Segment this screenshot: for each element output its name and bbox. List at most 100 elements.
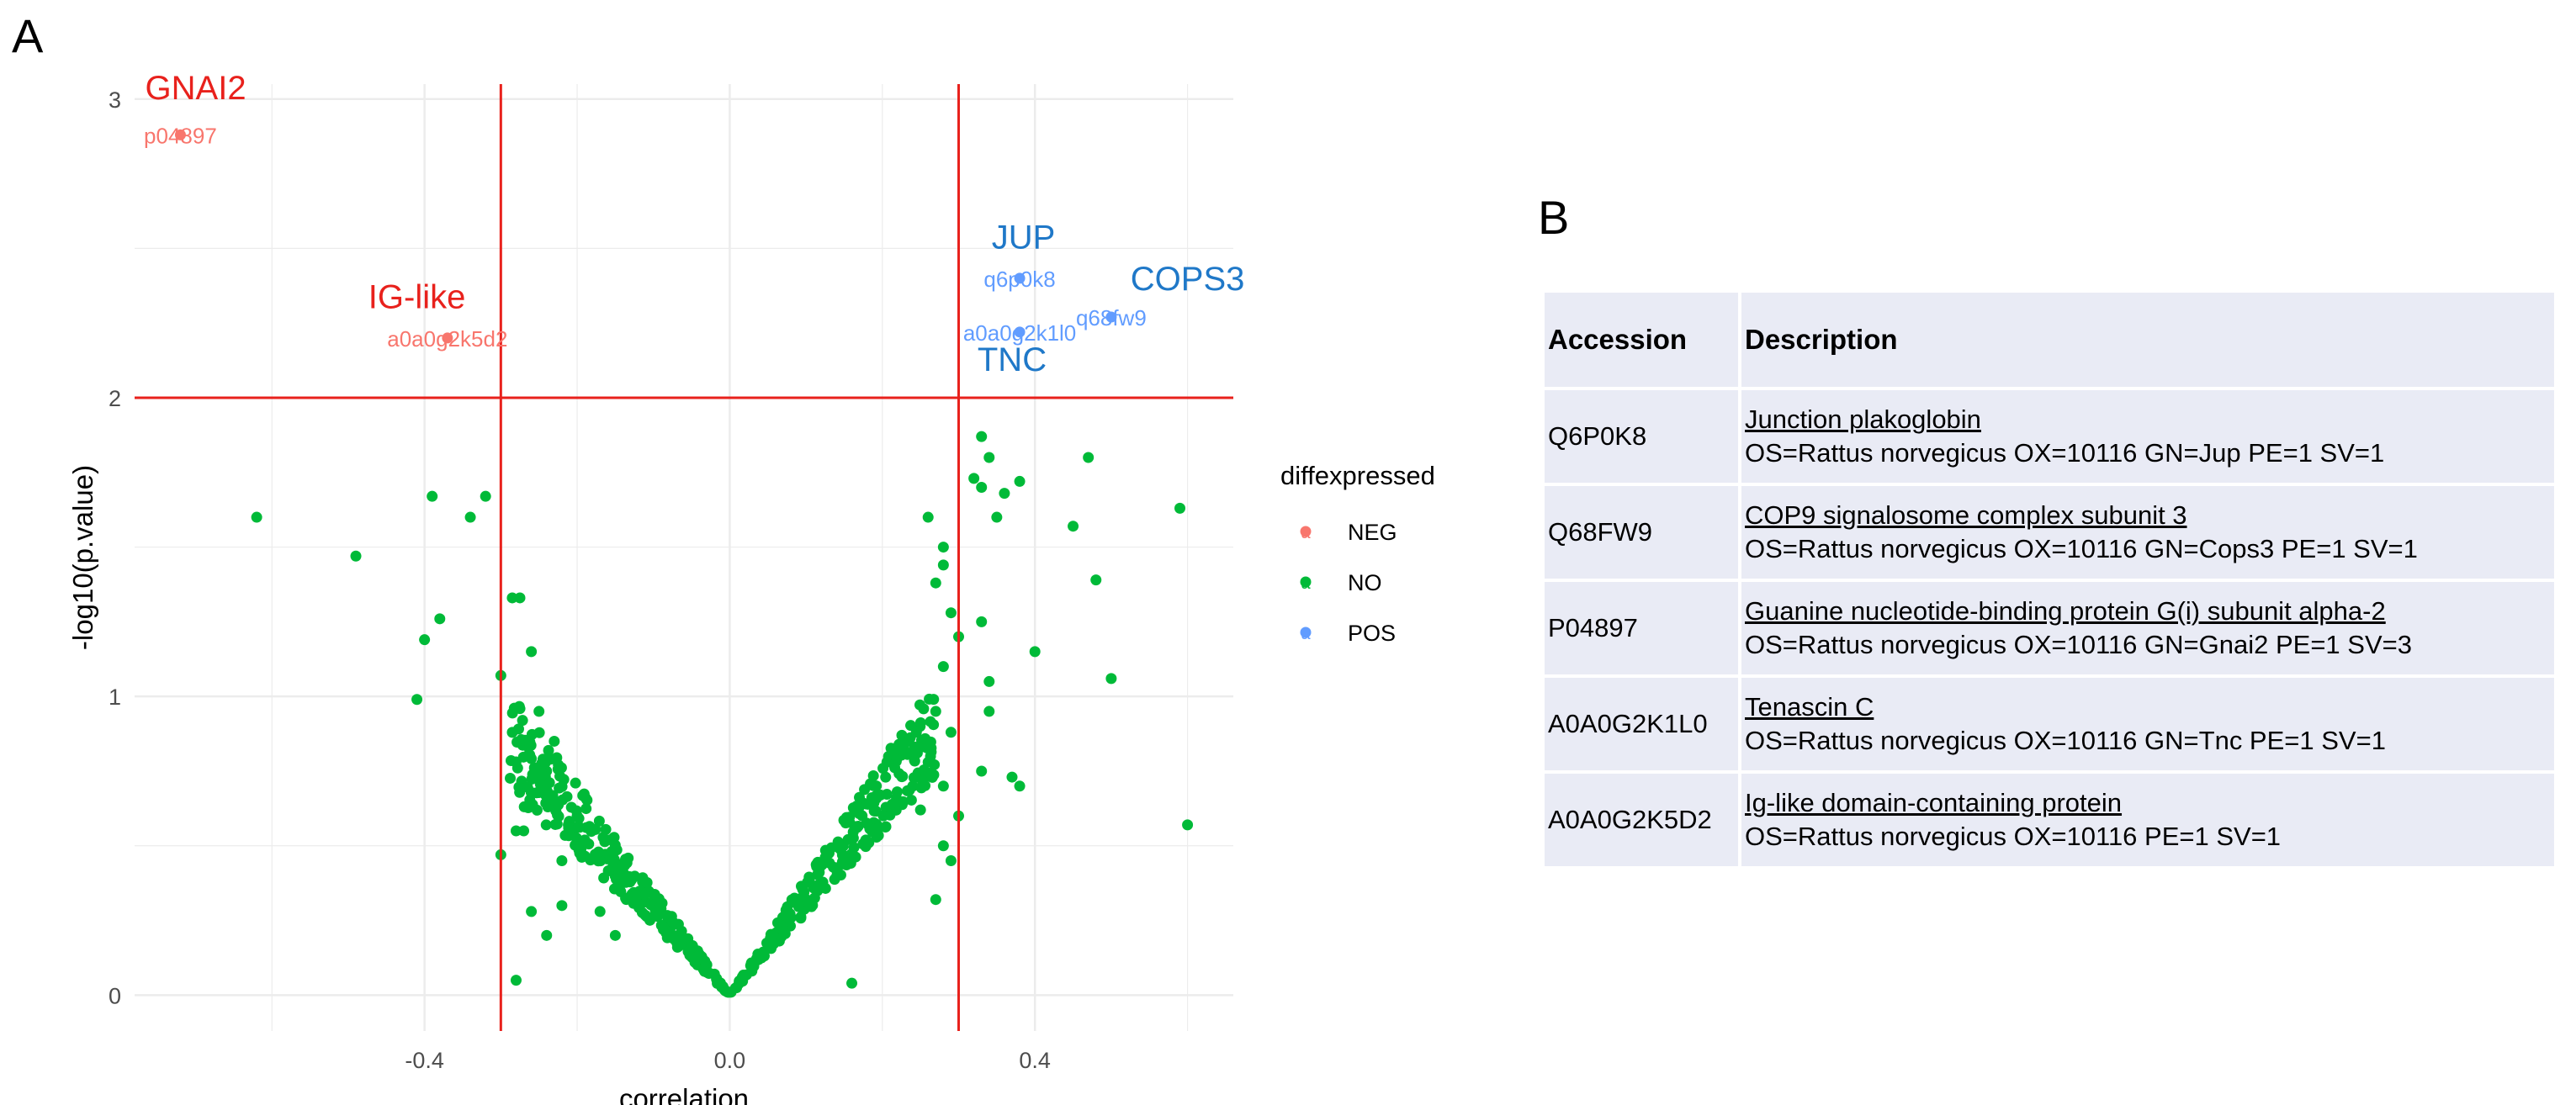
data-point-no (667, 916, 679, 928)
description-cell: COP9 signalosome complex subunit 3 OS=Rat… (1738, 483, 2557, 582)
data-point-no (991, 511, 1003, 523)
data-point-no (615, 886, 627, 897)
data-point-no (549, 735, 560, 747)
data-point-no (526, 728, 538, 740)
data-point-no (514, 592, 526, 604)
table-header-row: Accession Description (1541, 289, 2557, 390)
data-point-no (928, 694, 940, 706)
data-point-no (551, 752, 563, 764)
data-point-no (914, 804, 926, 816)
data-point-no (625, 875, 637, 886)
protein-name: Junction plakoglobin (1745, 404, 1981, 434)
data-point-no (803, 875, 815, 887)
gene-annotation: COPS3 (1131, 261, 1245, 298)
data-point-no (841, 857, 853, 869)
data-point-no (767, 938, 779, 949)
data-point-no (795, 911, 807, 923)
data-point-no (522, 781, 533, 793)
data-point-no (540, 819, 552, 831)
data-point-no (871, 780, 883, 792)
data-point-no (976, 431, 988, 442)
data-point-no (983, 675, 995, 687)
header-accession: Accession (1541, 289, 1741, 390)
protein-detail: OS=Rattus norvegicus OX=10116 GN=Tnc PE=… (1745, 726, 2386, 755)
data-point-no (937, 559, 949, 571)
data-point-no (976, 765, 988, 777)
accession-cell: A0A0G2K5D2 (1541, 770, 1741, 870)
data-point-no (788, 896, 800, 908)
data-point-no (505, 772, 517, 784)
data-point-no (945, 855, 957, 867)
data-point-no (583, 838, 595, 850)
data-point-no (844, 817, 856, 828)
data-point-no (526, 906, 538, 917)
data-point-no (945, 607, 957, 619)
data-point-no (771, 917, 783, 928)
data-point-no (1105, 673, 1117, 685)
data-point-no (1014, 475, 1026, 487)
data-point-no (699, 965, 711, 977)
data-point-no (506, 592, 518, 604)
description-cell: Tenascin C OS=Rattus norvegicus OX=10116 … (1738, 674, 2557, 774)
data-point-no (605, 834, 617, 846)
data-point-no (609, 929, 621, 941)
protein-detail: OS=Rattus norvegicus OX=10116 GN=Cops3 P… (1745, 534, 2418, 563)
x-tick-label: 0.0 (714, 1048, 746, 1073)
data-point-no (662, 930, 674, 942)
accession-cell: Q68FW9 (1541, 483, 1741, 582)
data-point-no (835, 869, 846, 880)
data-point-no (1090, 574, 1102, 586)
data-point-no (558, 774, 570, 785)
data-point-no (723, 986, 734, 998)
data-point-pos (1014, 326, 1026, 338)
data-point-pos (1014, 272, 1026, 284)
data-point-no (816, 881, 828, 893)
y-axis-title: -log10(p.value) (67, 465, 98, 650)
data-point-no (350, 550, 362, 562)
data-point-no (898, 739, 909, 751)
data-point-no (514, 703, 526, 715)
legend-marker (1300, 576, 1312, 588)
data-point-no (580, 822, 592, 833)
data-point-no (976, 482, 988, 494)
data-point-no (1182, 819, 1194, 831)
legend-entry-label: POS (1348, 621, 1396, 646)
data-point-no (600, 823, 612, 835)
accession-cell: Q6P0K8 (1541, 387, 1741, 486)
description-cell: Ig-like domain-containing protein OS=Ratt… (1738, 770, 2557, 870)
data-point-no (797, 884, 808, 896)
data-point-no (880, 771, 892, 783)
data-point-no (522, 802, 534, 814)
data-point-no (945, 727, 957, 738)
data-point-no (464, 511, 476, 523)
data-point-no (785, 912, 797, 923)
panel-label-a: A (12, 9, 44, 62)
legend-entry-label: NO (1348, 570, 1382, 595)
data-point-no (891, 786, 903, 798)
data-point-no (543, 777, 555, 789)
x-axis-title: correlation (619, 1083, 749, 1105)
point-label: a0a0g2k5d2 (387, 326, 507, 352)
legend-title: diffexpressed (1280, 461, 1435, 490)
data-point-no (863, 837, 875, 849)
data-point-no (930, 894, 941, 906)
table-row: Q68FW9 COP9 signalosome complex subunit 3… (1541, 483, 2557, 582)
description-cell: Guanine nucleotide-binding protein G(i) … (1738, 579, 2557, 678)
y-tick-label: 2 (109, 386, 121, 411)
data-point-no (846, 977, 858, 989)
data-point-no (914, 717, 926, 729)
data-point-no (819, 844, 831, 856)
data-point-no (930, 706, 941, 717)
data-point-no (937, 840, 949, 852)
data-point-no (999, 488, 1010, 500)
data-point-no (641, 911, 653, 923)
table-row: P04897 Guanine nucleotide-binding protein… (1541, 579, 2557, 678)
data-point-no (983, 452, 995, 463)
data-point-no (983, 706, 995, 717)
data-point-no (676, 932, 688, 944)
data-point-no (630, 895, 642, 907)
data-point-no (922, 511, 934, 523)
data-point-no (570, 805, 582, 817)
data-point-no (1006, 771, 1018, 783)
data-point-no (836, 849, 848, 861)
